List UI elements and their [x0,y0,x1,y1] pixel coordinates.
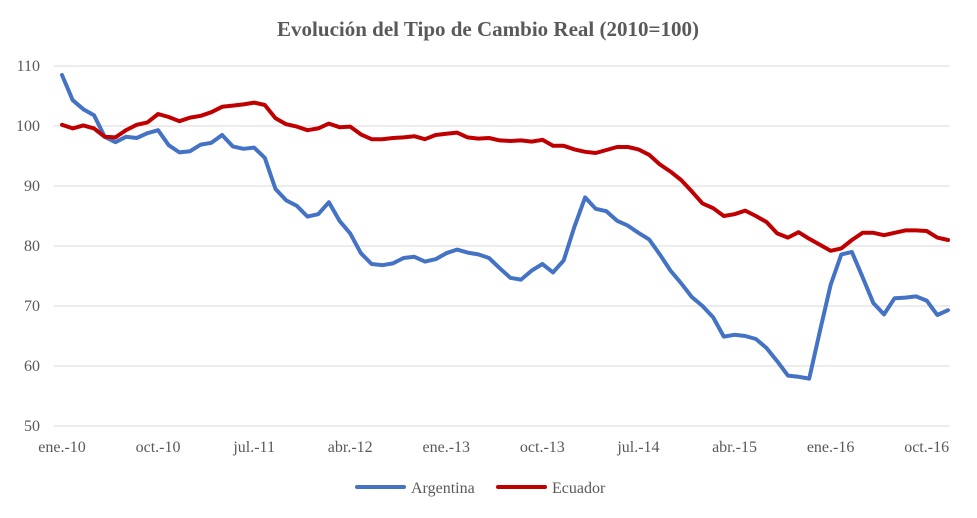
x-tick-label: jul.-14 [616,439,659,456]
x-tick-label: ene.-16 [807,439,855,456]
series-line-argentina [60,73,950,381]
y-tick-label: 80 [24,238,40,255]
series-lines [60,73,950,381]
x-tick-label: ene.-13 [423,439,471,456]
legend-item-argentina: Argentina [355,480,475,497]
series-line-ecuador [60,100,950,253]
x-tick-label: oct.-16 [904,439,949,456]
chart-title: Evolución del Tipo de Cambio Real (2010=… [277,17,699,41]
y-tick-label: 100 [16,118,40,135]
y-tick-label: 90 [24,178,40,195]
legend-label: Argentina [411,480,475,497]
x-tick-label: abr.-12 [328,439,373,456]
gridlines [54,65,950,427]
y-tick-label: 60 [24,358,40,375]
x-tick-label: jul.-11 [232,439,275,456]
legend-label: Ecuador [552,480,606,497]
x-tick-label: oct.-13 [520,439,565,456]
legend-item-ecuador: Ecuador [496,480,606,497]
x-tick-label: abr.-15 [712,439,757,456]
y-tick-label: 70 [24,298,40,315]
y-tick-label: 50 [24,418,40,435]
x-axis-ticks: ene.-10 oct.-10 jul.-11 abr.-12 ene.-13 oct.-… [38,439,949,456]
legend: Argentina Ecuador [355,480,606,497]
y-axis-ticks: 50 60 70 80 90 100 110 [16,58,40,435]
x-tick-label: oct.-10 [136,439,181,456]
y-tick-label: 110 [17,58,40,75]
x-tick-label: ene.-10 [38,439,86,456]
